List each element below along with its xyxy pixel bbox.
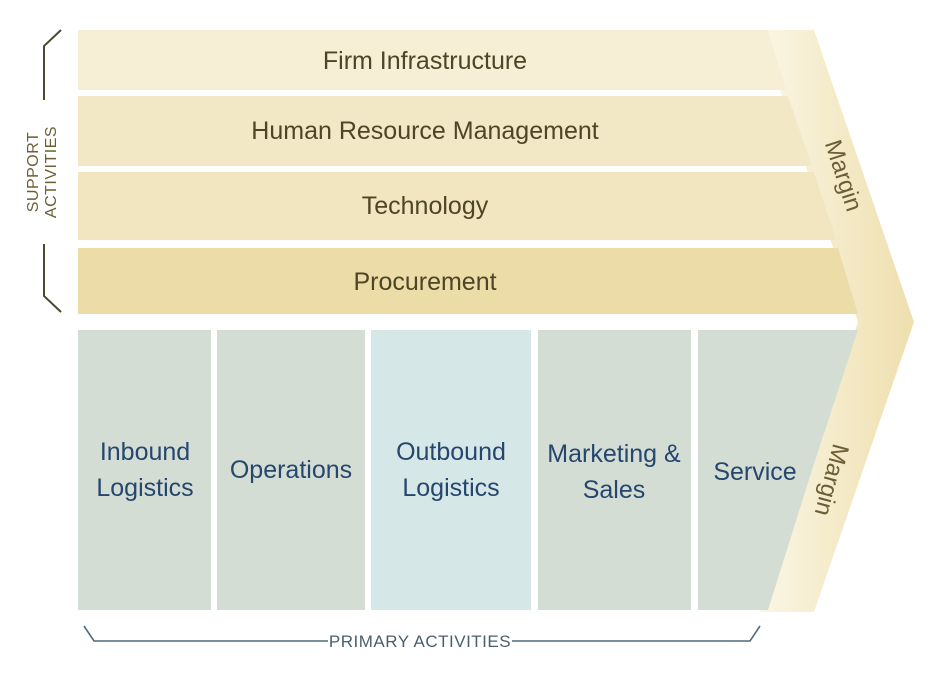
- support-row-label: Procurement: [353, 268, 496, 296]
- primary-activities-label: PRIMARY ACTIVITIES: [329, 632, 511, 651]
- support-row-human-resource-management: [78, 96, 812, 166]
- primary-column-label-line2: Sales: [583, 476, 646, 504]
- primary-column-operations: [217, 330, 365, 610]
- primary-activities-bracket-right: [512, 625, 761, 642]
- support-row-label: Firm Infrastructure: [323, 47, 527, 75]
- primary-activities-bracket-left: [83, 625, 328, 642]
- primary-column-label-line1: Inbound: [100, 438, 190, 466]
- support-activities-label-line2: ACTIVITIES: [43, 126, 60, 218]
- primary-column-label-line1: Service: [713, 458, 796, 486]
- primary-column-inbound-logistics: [78, 330, 211, 610]
- support-row-label: Technology: [362, 192, 489, 220]
- primary-column-marketing-sales: [538, 330, 691, 610]
- support-row-procurement: [78, 248, 858, 314]
- support-row-firm-infrastructure: [78, 30, 786, 90]
- support-activities-bracket-top: [43, 29, 62, 100]
- support-activities-bracket-bottom: [43, 244, 62, 313]
- primary-column-service: [698, 330, 858, 610]
- primary-column-label-line1: Marketing &: [547, 440, 681, 468]
- primary-column-label-line1: Operations: [230, 456, 352, 484]
- margin-arrow: [760, 30, 914, 612]
- primary-column-label-line2: Logistics: [402, 474, 499, 502]
- support-row-technology: [78, 172, 836, 240]
- primary-column-outbound-logistics: [371, 330, 531, 610]
- support-activities-label-line1: SUPPORT: [25, 132, 42, 213]
- support-row-label: Human Resource Management: [251, 117, 598, 145]
- primary-column-label-line2: Logistics: [96, 474, 193, 502]
- primary-column-label-line1: Outbound: [396, 438, 506, 466]
